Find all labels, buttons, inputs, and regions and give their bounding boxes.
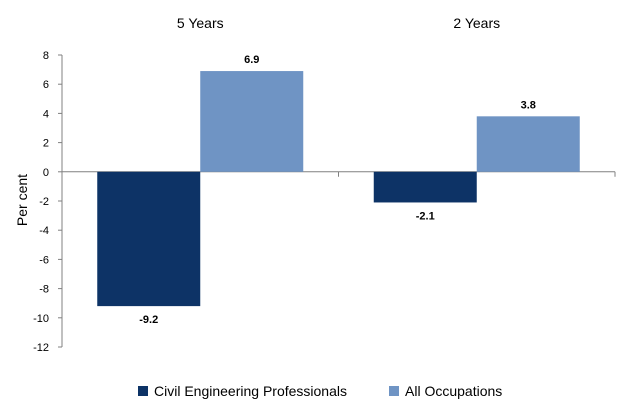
category-label: 5 Years [177,15,224,31]
legend-item-civil-engineering: Civil Engineering Professionals [138,383,347,399]
data-label: 6.9 [244,54,259,66]
y-tick-label: 4 [43,108,49,120]
y-tick-label: -10 [33,313,49,325]
y-tick-label: -2 [39,196,49,208]
y-tick-label: -8 [39,284,49,296]
bar-all-occupations [200,71,304,172]
y-tick-label: 6 [43,79,49,91]
y-axis-title: Per cent [14,174,30,226]
y-tick-label: 2 [43,138,49,150]
data-label: 3.8 [521,99,536,111]
bar-all-occupations [476,116,580,172]
bar-civil-engineering [97,171,201,307]
legend-label-civil-engineering: Civil Engineering Professionals [154,383,347,399]
y-tick-label: -6 [39,254,49,266]
legend-label-all-occupations: All Occupations [405,383,503,399]
legend: Civil Engineering Professionals All Occu… [0,383,640,405]
category-label: 2 Years [453,15,500,31]
data-label: -2.1 [416,210,435,222]
y-tick-label: 8 [43,50,49,62]
bar-civil-engineering [373,171,477,203]
data-label: -9.2 [139,314,158,326]
y-tick-label: 0 [43,167,49,179]
legend-item-all-occupations: All Occupations [389,383,502,399]
y-tick-label: -4 [39,225,49,237]
y-tick-label: -12 [33,342,49,354]
legend-swatch-all-occupations [389,386,399,396]
legend-swatch-civil-engineering [138,386,148,396]
